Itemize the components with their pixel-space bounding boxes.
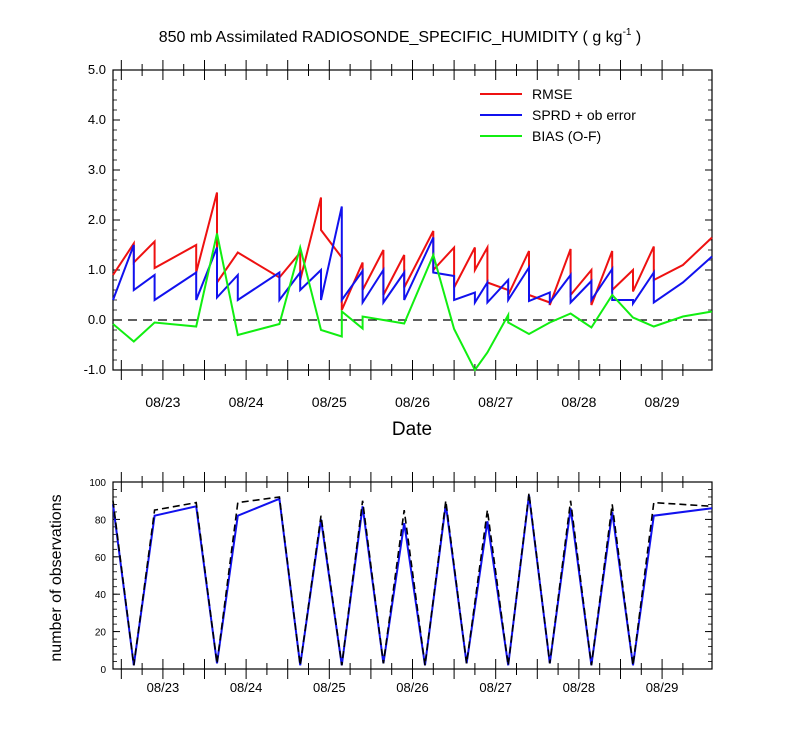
top-chart-title-main: 850 mb Assimilated RADIOSONDE_SPECIFIC_H… xyxy=(159,29,623,46)
x-tick-label: 08/25 xyxy=(312,394,347,410)
legend-label: RMSE xyxy=(532,86,572,102)
y-tick-label: 80 xyxy=(95,515,107,526)
x-tick-label: 08/25 xyxy=(313,680,346,695)
y-tick-label: 3.0 xyxy=(88,162,106,177)
y-tick-label: 4.0 xyxy=(88,112,106,127)
x-tick-label: 08/26 xyxy=(395,394,430,410)
x-tick-label: 08/29 xyxy=(646,680,679,695)
series-line-sprd-ob-error xyxy=(112,206,713,307)
y-tick-label: 60 xyxy=(95,553,107,564)
x-tick-label: 08/26 xyxy=(396,680,429,695)
x-tick-label: 08/29 xyxy=(645,394,680,410)
x-tick-label: 08/24 xyxy=(229,394,264,410)
series-line-assimilated-observations xyxy=(112,494,713,666)
y-tick-label: 1.0 xyxy=(88,262,106,277)
x-tick-label: 08/28 xyxy=(561,394,596,410)
top-chart-xlabel: Date xyxy=(392,419,432,440)
y-tick-label: 0.0 xyxy=(88,312,106,327)
x-tick-label: 08/27 xyxy=(478,394,513,410)
series-line-possible-observations xyxy=(112,493,713,666)
top-chart-title-exponent: -1 xyxy=(623,27,632,38)
y-tick-label: -1.0 xyxy=(84,362,106,377)
y-tick-label: 0 xyxy=(100,665,106,676)
legend-label: BIAS (O-F) xyxy=(532,128,601,144)
y-tick-label: 40 xyxy=(95,590,107,601)
top-chart-title-close: ) xyxy=(631,29,641,46)
y-tick-label: 5.0 xyxy=(88,62,106,77)
x-tick-label: 08/23 xyxy=(147,680,180,695)
x-tick-label: 08/24 xyxy=(230,680,263,695)
y-tick-label: 2.0 xyxy=(88,212,106,227)
y-tick-label: 20 xyxy=(95,628,107,639)
top-chart-title: 850 mb Assimilated RADIOSONDE_SPECIFIC_H… xyxy=(159,27,642,46)
bottom-chart-ylabel: number of observations xyxy=(48,494,65,661)
top-chart-panel: -1.0 0.0 1.0 2.0 3.0 4.0 5.0 08/23 08/24 08/25 08/… xyxy=(84,60,713,410)
x-tick-label: 08/28 xyxy=(563,680,596,695)
series-line-bias-o-f xyxy=(112,233,713,372)
legend-label: SPRD + ob error xyxy=(532,107,636,123)
y-tick-label: 100 xyxy=(89,478,106,489)
bottom-chart-panel: 0 20 40 60 80 100 08/23 08/24 08/25 08/26 08/27 08/… xyxy=(89,472,713,695)
x-tick-label: 08/23 xyxy=(145,394,180,410)
x-tick-label: 08/27 xyxy=(479,680,512,695)
